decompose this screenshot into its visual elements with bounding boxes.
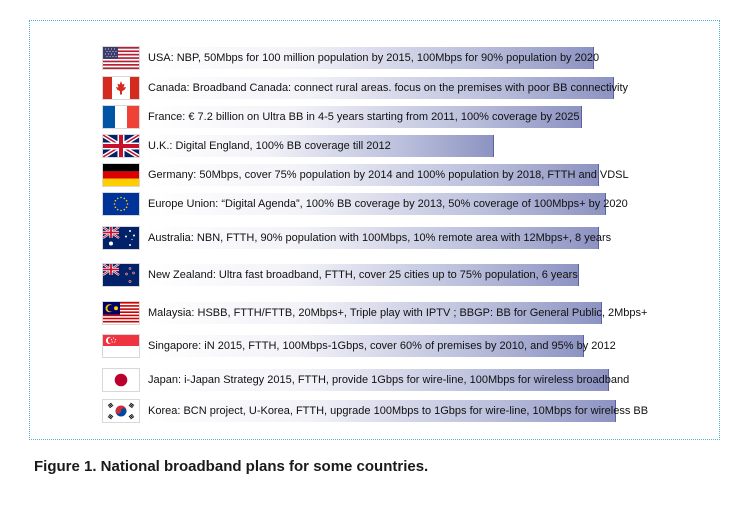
plan-row-germany: Germany: 50Mbps, cover 75% population by… [103, 164, 629, 186]
plan-text-germany: Germany: 50Mbps, cover 75% population by… [144, 164, 629, 186]
plan-text-malaysia: Malaysia: HSBB, FTTH/FTTB, 20Mbps+, Trip… [144, 302, 647, 324]
plan-text-singapore: Singapore: iN 2015, FTTH, 100Mbps-1Gbps,… [144, 335, 616, 357]
plan-row-eu: Europe Union: “Digital Agenda”, 100% BB … [103, 193, 628, 215]
plan-text-japan: Japan: i-Japan Strategy 2015, FTTH, prov… [144, 369, 629, 391]
figure-caption: Figure 1. National broadband plans for s… [34, 458, 429, 475]
france-flag-icon [103, 106, 139, 128]
plan-row-malaysia: Malaysia: HSBB, FTTH/FTTB, 20Mbps+, Trip… [103, 302, 647, 324]
plan-text-korea: Korea: BCN project, U-Korea, FTTH, upgra… [144, 400, 648, 422]
plan-row-new-zealand: New Zealand: Ultra fast broadband, FTTH,… [103, 264, 603, 286]
eu-flag-icon [103, 193, 139, 215]
new-zealand-flag-icon [103, 264, 139, 286]
malaysia-flag-icon [103, 302, 139, 324]
plan-text-australia: Australia: NBN, FTTH, 90% population wit… [144, 227, 611, 249]
plan-row-uk: U.K.: Digital England, 100% BB coverage … [103, 135, 603, 157]
plan-row-usa: USA: NBP, 50Mbps for 100 million populat… [103, 47, 603, 69]
figure-frame: USA: NBP, 50Mbps for 100 million populat… [29, 20, 720, 440]
plan-row-australia: Australia: NBN, FTTH, 90% population wit… [103, 227, 611, 249]
plan-text-eu: Europe Union: “Digital Agenda”, 100% BB … [144, 193, 628, 215]
japan-flag-icon [103, 369, 139, 391]
uk-flag-icon [103, 135, 139, 157]
plan-row-korea: Korea: BCN project, U-Korea, FTTH, upgra… [103, 400, 648, 422]
australia-flag-icon [103, 227, 139, 249]
canada-flag-icon [103, 77, 139, 99]
plan-row-canada: Canada: Broadband Canada: connect rural … [103, 77, 628, 99]
plan-text-uk: U.K.: Digital England, 100% BB coverage … [144, 135, 494, 157]
korea-flag-icon [103, 400, 139, 422]
plan-text-france: France: € 7.2 billion on Ultra BB in 4-5… [144, 106, 582, 128]
plan-text-new-zealand: New Zealand: Ultra fast broadband, FTTH,… [144, 264, 579, 286]
plan-row-singapore: Singapore: iN 2015, FTTH, 100Mbps-1Gbps,… [103, 335, 616, 357]
plan-text-canada: Canada: Broadband Canada: connect rural … [144, 77, 628, 99]
singapore-flag-icon [103, 335, 139, 357]
plan-row-france: France: € 7.2 billion on Ultra BB in 4-5… [103, 106, 603, 128]
plan-text-usa: USA: NBP, 50Mbps for 100 million populat… [144, 47, 599, 69]
plan-row-japan: Japan: i-Japan Strategy 2015, FTTH, prov… [103, 369, 629, 391]
germany-flag-icon [103, 164, 139, 186]
usa-flag-icon [103, 47, 139, 69]
